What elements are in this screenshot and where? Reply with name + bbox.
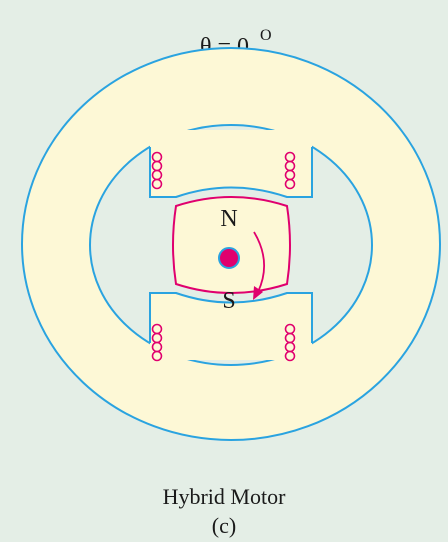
rotation-arrowhead bbox=[253, 286, 263, 300]
coils bbox=[151, 151, 296, 362]
shaft bbox=[218, 247, 240, 269]
north-label: N bbox=[220, 206, 237, 232]
top-pole bbox=[150, 130, 312, 197]
rotation-arrow bbox=[253, 231, 266, 293]
top-pole-edge bbox=[149, 147, 313, 198]
coil bbox=[151, 350, 163, 362]
south-label: S bbox=[222, 288, 235, 314]
coil bbox=[284, 350, 296, 362]
coil bbox=[284, 178, 296, 190]
bottom-pole bbox=[150, 293, 312, 360]
title-superscript: O bbox=[260, 27, 272, 44]
coil bbox=[151, 178, 163, 190]
caption: Hybrid Motor bbox=[163, 484, 287, 509]
bottom-pole-edge bbox=[149, 292, 313, 343]
label: (c) bbox=[212, 513, 236, 538]
rotor bbox=[172, 196, 291, 294]
